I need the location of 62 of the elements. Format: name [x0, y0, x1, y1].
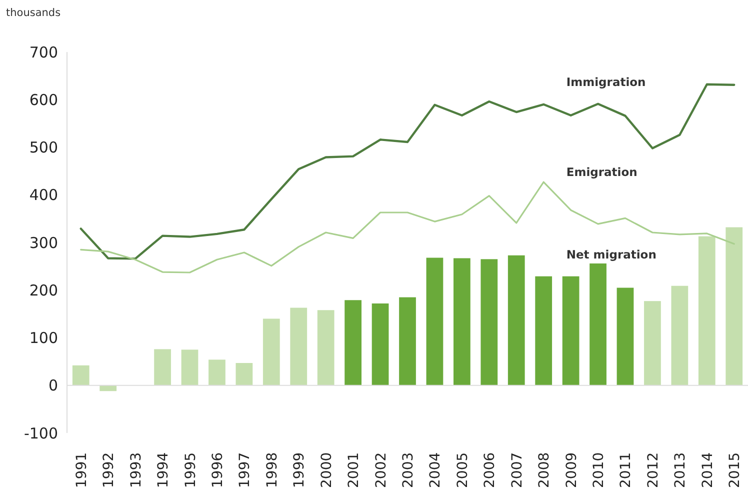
x-tick-label: 1993: [128, 452, 144, 488]
bar: [590, 263, 606, 386]
y-tick-label: 400: [29, 186, 58, 204]
x-tick-label: 2006: [482, 452, 498, 488]
x-tick-label: 1995: [182, 452, 199, 488]
bar: [72, 365, 90, 386]
y-tick-label: 700: [29, 43, 58, 62]
bar: [480, 259, 498, 386]
bar: [154, 349, 171, 386]
y-tick-label: 0: [48, 376, 58, 395]
x-tick-label: 2011: [618, 452, 634, 488]
x-tick-label: 2014: [700, 452, 716, 488]
x-tick-label: 2003: [400, 452, 416, 488]
x-tick-label: 2007: [509, 452, 526, 488]
bar: [344, 300, 362, 386]
x-tick-label: 1999: [292, 452, 308, 488]
x-tick-label: 2010: [591, 452, 608, 488]
bar: [262, 318, 280, 386]
x-tick-label: 2012: [645, 452, 662, 488]
x-tick-label: 1994: [156, 452, 172, 488]
x-tick-label: 2001: [346, 452, 362, 488]
y-tick-label: 300: [29, 234, 58, 252]
bar: [644, 301, 661, 386]
x-tick-label: 1991: [74, 452, 90, 488]
y-tick-label: 600: [29, 90, 58, 109]
x-tick-label: 2004: [428, 452, 444, 488]
bar: [236, 362, 253, 386]
y-axis-title: thousands: [6, 7, 61, 19]
y-tick-label: 200: [29, 281, 58, 300]
bar: [372, 303, 389, 386]
bar: [317, 310, 334, 386]
y-tick-label: 500: [29, 138, 58, 156]
bar: [698, 236, 716, 386]
x-tick-label: 2002: [373, 452, 390, 488]
bar: [726, 227, 743, 386]
bar: [208, 360, 226, 386]
y-tick-label: -100: [24, 424, 58, 442]
y-tick-label: 100: [29, 329, 58, 347]
bar: [535, 276, 552, 386]
x-tick-label: 2009: [564, 452, 580, 488]
x-tick-label: 2008: [536, 452, 553, 488]
bar: [508, 255, 525, 386]
bar: [562, 276, 580, 386]
x-tick-label: 2013: [672, 452, 689, 488]
x-tick-label: 1996: [210, 452, 226, 488]
bar: [399, 297, 416, 386]
bar: [616, 288, 634, 386]
bar: [290, 308, 308, 386]
x-tick-label: 2015: [727, 452, 744, 488]
bar: [426, 258, 444, 386]
series-label: Emigration: [566, 165, 638, 180]
x-tick-label: 1992: [101, 452, 118, 488]
bar: [454, 258, 470, 386]
series-label: Net migration: [566, 247, 656, 262]
x-tick-label: 2000: [318, 452, 335, 488]
line-series: [80, 181, 735, 274]
bar: [671, 286, 688, 386]
series-label: Immigration: [566, 74, 646, 89]
x-tick-label: 1998: [264, 452, 280, 488]
x-tick-label: 2005: [454, 452, 471, 488]
x-tick-label: 1997: [237, 452, 254, 488]
bar: [181, 350, 198, 386]
